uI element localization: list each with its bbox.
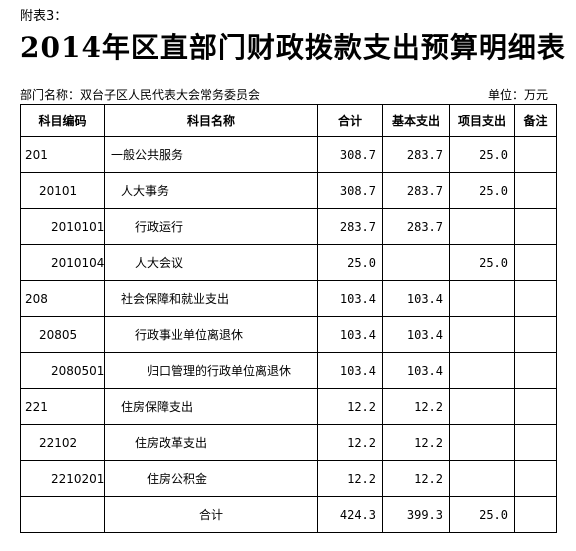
cell-project: [449, 280, 515, 317]
cell-total: 308.7: [317, 172, 383, 209]
cell-note: [514, 172, 557, 209]
table-header-row: 科目编码 科目名称 合计 基本支出 项目支出 备注: [20, 104, 557, 137]
cell-name: 住房公积金: [104, 460, 318, 497]
cell-name: 人大会议: [104, 244, 318, 281]
cell-total: 308.7: [317, 136, 383, 173]
cell-code: [20, 496, 105, 533]
cell-name: 行政事业单位离退休: [104, 316, 318, 353]
cell-note: [514, 280, 557, 317]
cell-code: 201: [20, 136, 105, 173]
cell-code: 208: [20, 280, 105, 317]
cell-basic: [382, 244, 450, 281]
unit-label: 单位：万元: [488, 88, 549, 102]
cell-basic: 12.2: [382, 424, 450, 461]
header-project: 项目支出: [449, 104, 515, 137]
cell-code: 221: [20, 388, 105, 425]
cell-basic: 103.4: [382, 352, 450, 389]
cell-code: 22102: [20, 424, 105, 461]
cell-name: 社会保障和就业支出: [104, 280, 318, 317]
table-row: 22102 住房改革支出 12.2 12.2: [20, 424, 557, 461]
cell-basic: 399.3: [382, 496, 450, 533]
cell-basic: 12.2: [382, 460, 450, 497]
cell-note: [514, 460, 557, 497]
cell-total: 283.7: [317, 208, 383, 245]
cell-total: 103.4: [317, 352, 383, 389]
cell-basic: 283.7: [382, 136, 450, 173]
cell-total: 424.3: [317, 496, 383, 533]
cell-project: [449, 460, 515, 497]
cell-basic: 283.7: [382, 172, 450, 209]
cell-basic: 103.4: [382, 280, 450, 317]
cell-code: 2010101: [20, 208, 105, 245]
department-name: 部门名称：双台子区人民代表大会常务委员会: [20, 88, 261, 102]
cell-note: [514, 316, 557, 353]
cell-code: 2080501: [20, 352, 105, 389]
cell-project: 25.0: [449, 172, 515, 209]
page-title: 2014年区直部门财政拨款支出预算明细表: [20, 31, 566, 64]
table-row: 20805 行政事业单位离退休 103.4 103.4: [20, 316, 557, 353]
cell-project: [449, 424, 515, 461]
cell-total-label: 合计: [104, 496, 318, 533]
cell-total: 25.0: [317, 244, 383, 281]
cell-note: [514, 352, 557, 389]
cell-name: 一般公共服务: [104, 136, 318, 173]
cell-note: [514, 136, 557, 173]
cell-note: [514, 388, 557, 425]
table-row: 2080501 归口管理的行政单位离退休 103.4 103.4: [20, 352, 557, 389]
table-row: 20101 人大事务 308.7 283.7 25.0: [20, 172, 557, 209]
table-row: 201 一般公共服务 308.7 283.7 25.0: [20, 136, 557, 173]
cell-project: [449, 388, 515, 425]
cell-total: 12.2: [317, 388, 383, 425]
cell-name: 行政运行: [104, 208, 318, 245]
budget-table: 科目编码 科目名称 合计 基本支出 项目支出 备注 201 一般公共服务 308…: [20, 104, 557, 533]
cell-note: [514, 424, 557, 461]
cell-note: [514, 208, 557, 245]
cell-name: 归口管理的行政单位离退休: [104, 352, 318, 389]
cell-code: 2010104: [20, 244, 105, 281]
cell-code: 2210201: [20, 460, 105, 497]
table-row: 221 住房保障支出 12.2 12.2: [20, 388, 557, 425]
cell-project: 25.0: [449, 496, 515, 533]
header-code: 科目编码: [20, 104, 105, 137]
cell-total: 12.2: [317, 460, 383, 497]
cell-project: 25.0: [449, 244, 515, 281]
cell-total: 103.4: [317, 280, 383, 317]
attachment-label: 附表3：: [20, 9, 68, 24]
table-row: 208 社会保障和就业支出 103.4 103.4: [20, 280, 557, 317]
cell-code: 20805: [20, 316, 105, 353]
cell-project: 25.0: [449, 136, 515, 173]
header-name: 科目名称: [104, 104, 318, 137]
cell-name: 人大事务: [104, 172, 318, 209]
table-total-row: 合计 424.3 399.3 25.0: [20, 496, 557, 533]
cell-note: [514, 244, 557, 281]
header-total: 合计: [317, 104, 383, 137]
cell-basic: 12.2: [382, 388, 450, 425]
cell-project: [449, 208, 515, 245]
cell-basic: 103.4: [382, 316, 450, 353]
cell-basic: 283.7: [382, 208, 450, 245]
cell-total: 103.4: [317, 316, 383, 353]
header-basic: 基本支出: [382, 104, 450, 137]
cell-code: 20101: [20, 172, 105, 209]
cell-project: [449, 316, 515, 353]
cell-name: 住房保障支出: [104, 388, 318, 425]
table-row: 2010104 人大会议 25.0 25.0: [20, 244, 557, 281]
cell-note: [514, 496, 557, 533]
cell-total: 12.2: [317, 424, 383, 461]
table-row: 2010101 行政运行 283.7 283.7: [20, 208, 557, 245]
header-note: 备注: [514, 104, 557, 137]
table-row: 2210201 住房公积金 12.2 12.2: [20, 460, 557, 497]
cell-name: 住房改革支出: [104, 424, 318, 461]
cell-project: [449, 352, 515, 389]
